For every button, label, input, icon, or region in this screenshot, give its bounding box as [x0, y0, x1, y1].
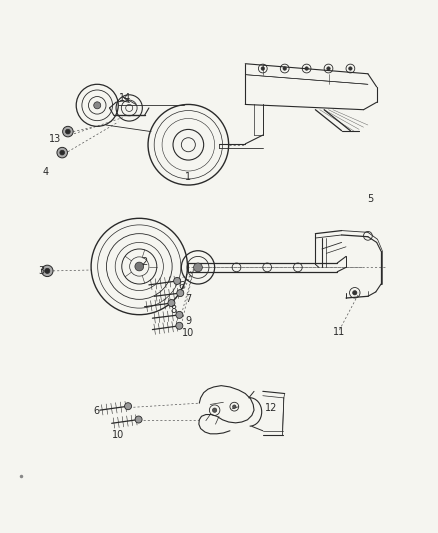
Circle shape — [212, 408, 217, 413]
Circle shape — [261, 67, 265, 70]
Circle shape — [194, 263, 202, 272]
Text: 10: 10 — [182, 328, 194, 338]
Circle shape — [353, 290, 357, 295]
Circle shape — [305, 67, 308, 70]
Circle shape — [176, 322, 183, 329]
Circle shape — [135, 416, 142, 423]
Circle shape — [233, 405, 236, 408]
Text: 9: 9 — [185, 316, 191, 326]
Circle shape — [66, 129, 70, 134]
Text: 6: 6 — [93, 406, 99, 416]
Text: 10: 10 — [112, 430, 124, 440]
Text: 1: 1 — [185, 172, 191, 182]
Circle shape — [173, 278, 180, 285]
Text: 12: 12 — [265, 402, 278, 413]
Circle shape — [63, 126, 73, 137]
Circle shape — [94, 102, 101, 109]
Text: 5: 5 — [367, 193, 373, 204]
Circle shape — [135, 262, 144, 271]
Circle shape — [327, 67, 330, 70]
Circle shape — [349, 67, 352, 70]
Text: 13: 13 — [49, 134, 61, 144]
Circle shape — [60, 150, 64, 155]
Circle shape — [283, 67, 286, 70]
Circle shape — [176, 311, 183, 318]
Text: 14: 14 — [119, 93, 131, 103]
Circle shape — [168, 300, 175, 306]
Circle shape — [57, 147, 67, 158]
Circle shape — [124, 403, 131, 410]
Circle shape — [42, 265, 53, 277]
Text: 8: 8 — [170, 305, 176, 316]
Text: 4: 4 — [43, 167, 49, 177]
Text: 6: 6 — [179, 281, 185, 291]
Circle shape — [45, 268, 50, 273]
Text: 7: 7 — [185, 294, 191, 304]
Circle shape — [177, 289, 184, 296]
Text: 2: 2 — [141, 257, 148, 267]
Text: 11: 11 — [333, 327, 346, 337]
Text: 3: 3 — [39, 266, 45, 276]
